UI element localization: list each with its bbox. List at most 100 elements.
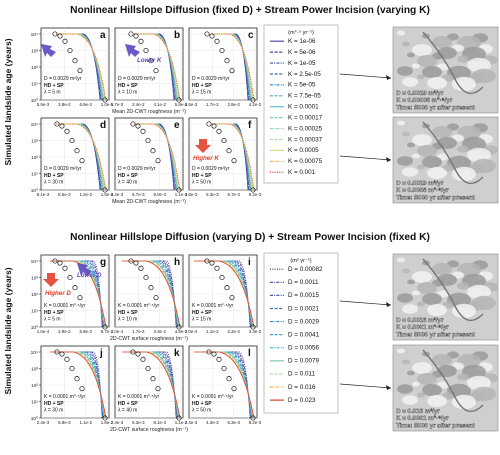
map-shading: [397, 348, 405, 354]
panel-annotation: K = 0.0001 m°·⁵/yr: [192, 303, 234, 309]
legend-entry: K = 5e-05: [288, 82, 316, 89]
figure-title: Nonlinear Hillslope Diffusion (varying D…: [70, 232, 430, 243]
terrain-map: D = 0.0029 m²/yrK = 0.0005 m°·⁵/yrTime: …: [392, 116, 499, 204]
observed-point: [135, 123, 141, 129]
x-tick-label: 1.6e-2: [101, 420, 114, 425]
map-shading: [427, 77, 447, 89]
legend-entry: K = 0.00025: [288, 125, 323, 132]
observed-point: [64, 356, 70, 362]
observed-point: [52, 258, 58, 264]
x-tick-label: 6.9e-2: [79, 102, 92, 107]
map-shading: [397, 293, 413, 303]
map-shading: [397, 156, 413, 166]
x-tick-label: 4.3e-3: [206, 420, 219, 425]
map-shading: [412, 381, 420, 387]
observed-point: [224, 58, 230, 64]
x-tick-label: 9.0e-3: [153, 192, 166, 197]
series-line: [152, 351, 178, 419]
map-shading: [397, 120, 405, 126]
series-line: [140, 33, 178, 101]
y-tick-label: 10⁰: [31, 188, 38, 194]
map-shading: [412, 290, 420, 296]
panel-letter: g: [100, 257, 106, 268]
observed-point: [64, 128, 70, 134]
map-shading: [402, 304, 418, 314]
map-channel: [422, 121, 484, 185]
observed-point: [221, 137, 227, 144]
x-tick-label: 8.5e-3: [58, 192, 71, 197]
legend-entry: D = 0.0021: [288, 305, 319, 312]
observed-point: [216, 128, 222, 134]
legend-box: [263, 252, 339, 414]
observed-point: [102, 415, 108, 421]
observed-point: [54, 121, 60, 127]
x-tick-label: 2.2e-2: [227, 329, 240, 334]
observed-point: [176, 324, 182, 330]
panel-annotation: D = 0.0029 m²/yr: [192, 166, 230, 172]
observed-point: [140, 128, 146, 134]
panel-annotation: D = 0.0029 m²/yr: [118, 166, 156, 172]
map-shading: [397, 30, 405, 36]
observed-point: [138, 265, 144, 271]
panel-annotation: λ = 5 m: [44, 317, 61, 323]
observed-point: [214, 38, 220, 44]
map-caption: D = 0.016 m²/yr: [396, 408, 440, 415]
map-shading: [407, 142, 415, 148]
legend-entry: K = 5e-06: [288, 49, 316, 56]
observed-point: [145, 137, 151, 144]
x-tick-label: 2.4e-3: [37, 420, 50, 425]
x-tick-label: 8.2e-3: [249, 192, 262, 197]
observed-point: [102, 187, 108, 193]
map-pointer-head: [386, 157, 391, 162]
map-shading: [402, 41, 410, 47]
map-caption: K = 0.00005 m°·⁵/yr: [396, 97, 453, 104]
observed-point: [250, 97, 256, 103]
x-tick-label: 4.1e-2: [153, 102, 166, 107]
panel-annotation: λ = 40 m: [118, 180, 137, 186]
map-shading: [422, 384, 442, 396]
map-shading: [472, 158, 496, 174]
map-shading: [472, 68, 496, 84]
x-tick-label: 2.4e-2: [132, 102, 145, 107]
panel-annotation: λ = 15 m: [192, 90, 211, 96]
map-shading: [432, 126, 452, 138]
observed-point: [102, 324, 108, 330]
map-shading: [457, 145, 469, 153]
arrow-label: Lower K: [137, 57, 162, 64]
map-shading: [427, 167, 447, 179]
map-channel: [422, 31, 484, 95]
y-tick-label: 10³: [31, 139, 38, 145]
map-shading: [452, 394, 476, 410]
legend-entry: K = 1e-06: [288, 38, 316, 45]
legend-box: [263, 24, 339, 184]
observed-point: [138, 38, 144, 44]
trend-arrow: [77, 263, 92, 276]
series-line: [58, 33, 106, 101]
panel-letter: i: [248, 257, 251, 268]
x-tick-label: 1.1e-2: [175, 192, 188, 197]
series-line: [213, 351, 253, 419]
observed-point: [54, 349, 60, 355]
panel-annotation: HD + SP: [192, 173, 212, 179]
observed-point: [206, 121, 212, 127]
panel-annotation: HD + SP: [118, 173, 138, 179]
map-channel: [422, 349, 484, 413]
map-caption: D = 0.0029 m²/yr: [396, 180, 444, 187]
observed-point: [250, 187, 256, 193]
panel-annotation: HD + SP: [192, 401, 212, 407]
legend-entry: K = 2.5e-05: [288, 71, 321, 78]
trend-arrow: [41, 44, 56, 57]
map-shading: [467, 375, 491, 391]
observed-point: [67, 47, 73, 54]
observed-point: [150, 148, 156, 154]
panel-annotation: λ = 5 m: [44, 90, 61, 96]
x-tick-label: 6.7e-3: [227, 192, 240, 197]
map-shading: [472, 295, 496, 311]
map-shading: [422, 293, 442, 305]
series-line: [84, 351, 103, 419]
panel-annotation: D = 0.0029 m²/yr: [118, 76, 156, 82]
